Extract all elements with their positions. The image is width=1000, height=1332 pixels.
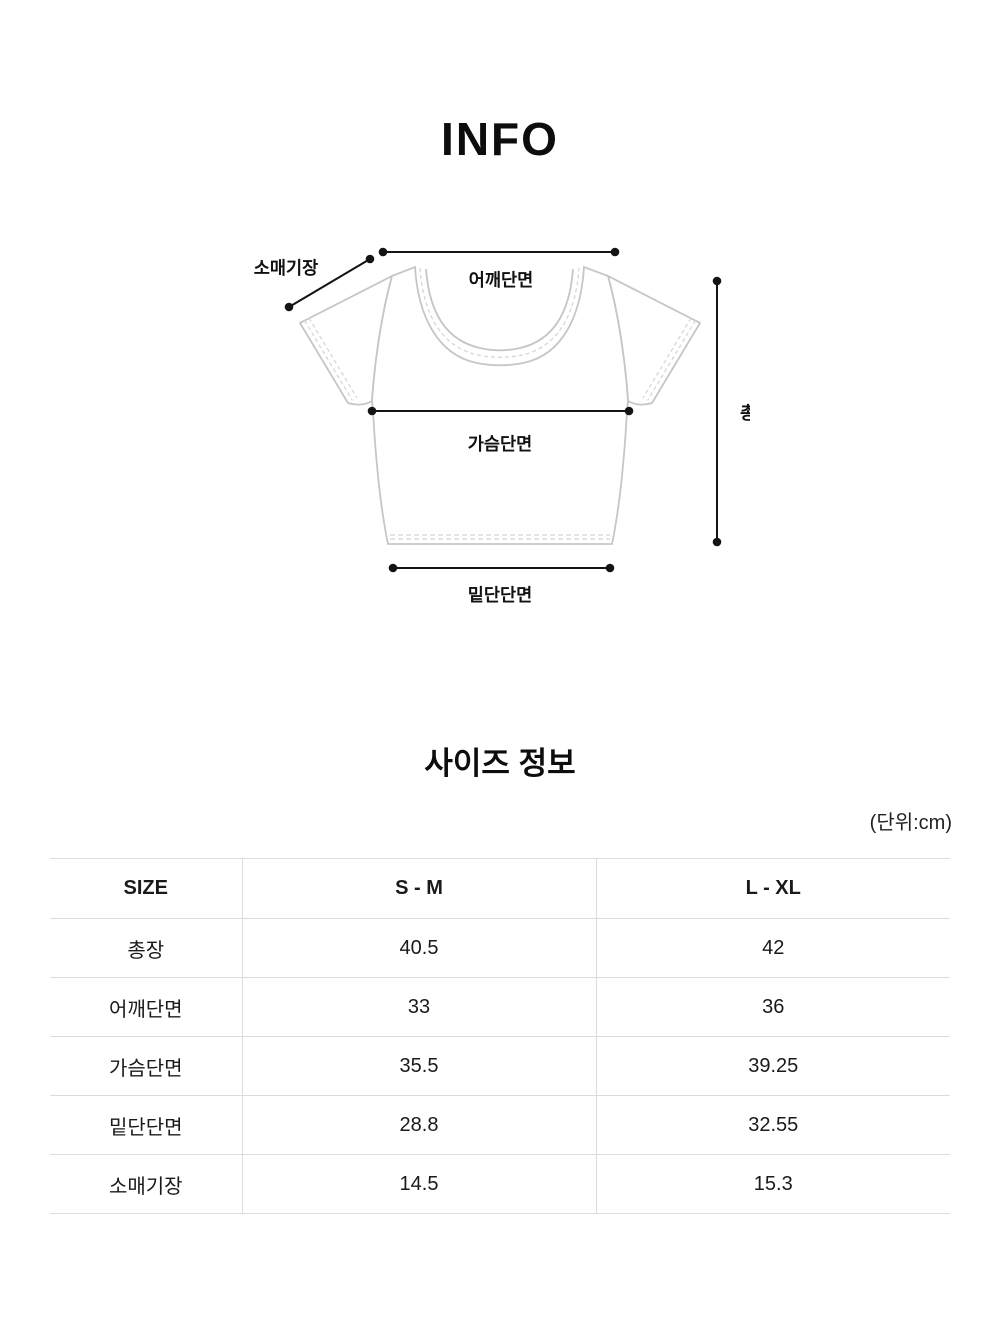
hem-stitching <box>390 534 610 540</box>
row-value-sm: 40.5 <box>241 918 596 978</box>
row-value-lxl: 32.55 <box>595 1095 950 1155</box>
hem-width-label: 밑단단면 <box>468 585 532 605</box>
chest-width-label: 가슴단면 <box>468 434 532 454</box>
table-row-total-length: 총장 40.5 42 <box>50 918 950 978</box>
size-table-header-size: SIZE <box>50 858 242 919</box>
dimension-lines <box>288 251 718 569</box>
row-label: 어깨단면 <box>50 977 242 1037</box>
row-value-sm: 14.5 <box>241 1154 596 1214</box>
shoulder-width-label: 어깨단면 <box>469 270 533 290</box>
sleeve-stitching <box>303 317 697 401</box>
unit-note: (단위:cm) <box>869 812 952 834</box>
row-label: 가슴단면 <box>50 1036 242 1096</box>
size-table-header-sm: S - M <box>241 858 596 919</box>
dimension-endpoints <box>284 247 722 573</box>
right-cuff-stitch-inner <box>642 317 692 399</box>
size-table: SIZE S - M L - XL 총장 40.5 42 어깨단면 33 36 … <box>50 858 950 1214</box>
tshirt-measurement-diagram: 소매기장 어깨단면 총장 가슴단면 밑단단면 <box>230 220 750 640</box>
row-label: 총장 <box>50 918 242 978</box>
table-row-chest: 가슴단면 35.5 39.25 <box>50 1036 950 1096</box>
row-value-lxl: 42 <box>595 918 950 978</box>
neckline-stitch <box>419 267 580 358</box>
row-value-sm: 28.8 <box>241 1095 596 1155</box>
row-value-sm: 35.5 <box>241 1036 596 1096</box>
row-value-lxl: 15.3 <box>595 1154 950 1214</box>
left-cuff-stitch-outer <box>303 320 354 401</box>
left-cuff-stitch-inner <box>308 317 358 399</box>
right-cuff-stitch-outer <box>646 320 697 401</box>
size-table-header-row: SIZE S - M L - XL <box>50 858 950 919</box>
table-row-sleeve: 소매기장 14.5 15.3 <box>50 1154 950 1214</box>
sleeve-dimension-line <box>288 258 371 308</box>
size-table-header-lxl: L - XL <box>595 858 950 919</box>
total-length-label: 총장 <box>740 403 750 423</box>
row-label: 밑단단면 <box>50 1095 242 1155</box>
tshirt-body <box>371 265 629 545</box>
table-row-hem: 밑단단면 28.8 32.55 <box>50 1095 950 1155</box>
sleeve-length-label: 소매기장 <box>254 258 318 278</box>
row-value-sm: 33 <box>241 977 596 1037</box>
neckline-inner-edge <box>425 268 574 352</box>
size-section-title: 사이즈 정보 <box>424 746 576 781</box>
row-label: 소매기장 <box>50 1154 242 1214</box>
row-value-lxl: 39.25 <box>595 1036 950 1096</box>
page-title: INFO <box>441 113 559 165</box>
row-value-lxl: 36 <box>595 977 950 1037</box>
table-row-shoulder: 어깨단면 33 36 <box>50 977 950 1037</box>
tshirt-diagram-svg: 소매기장 어깨단면 총장 가슴단면 밑단단면 <box>254 247 750 605</box>
